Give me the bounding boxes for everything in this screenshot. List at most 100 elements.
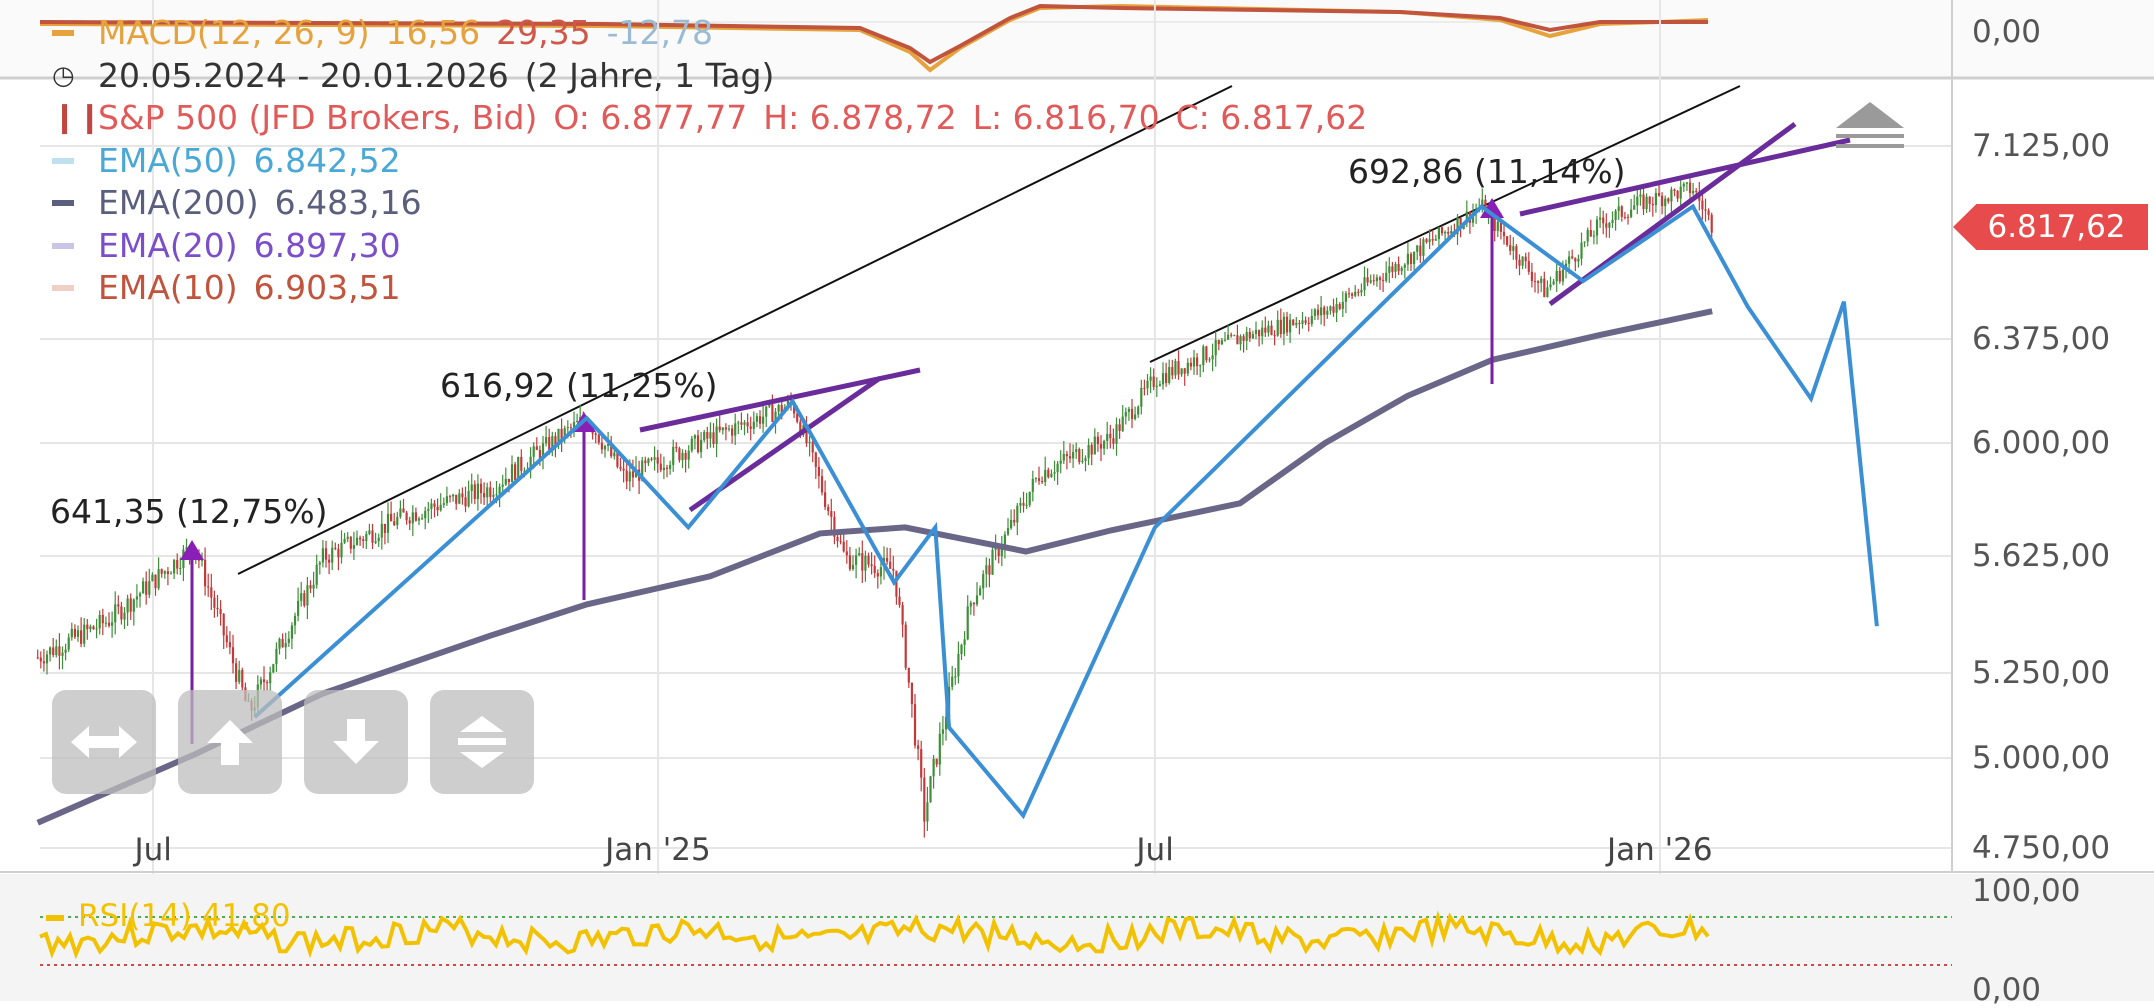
candle-body	[1081, 460, 1084, 462]
candle-body	[393, 521, 396, 526]
candle-body	[523, 470, 526, 472]
candle-body	[1530, 271, 1534, 281]
candle-body	[433, 503, 436, 507]
candle-body	[1332, 306, 1335, 313]
candle-body	[424, 510, 427, 519]
candle-body	[1158, 384, 1162, 386]
ema10-legend: EMA(10) 6.903,51	[52, 267, 1383, 310]
candle-body	[123, 612, 126, 620]
expand-vertical-icon	[458, 716, 506, 768]
candle-body	[1577, 258, 1580, 262]
candle-body	[1347, 293, 1351, 295]
candle-body	[1434, 239, 1437, 241]
candle-body	[861, 553, 864, 571]
candle-body	[1586, 230, 1589, 242]
candle-body	[498, 486, 501, 495]
candle-body	[836, 536, 839, 542]
candle-body	[1072, 451, 1075, 459]
candle-body	[1065, 453, 1069, 457]
candle-body	[1397, 263, 1400, 272]
candle-body	[321, 548, 325, 563]
candle-body	[985, 565, 988, 575]
candle-body	[873, 565, 876, 573]
candle-body	[631, 471, 635, 478]
candle-body	[650, 458, 653, 460]
candle-body	[1363, 277, 1366, 291]
candle-body	[1425, 239, 1428, 243]
candle-body	[1316, 309, 1320, 316]
candle-body	[312, 584, 315, 589]
candle-body	[1574, 258, 1577, 262]
candle-body	[448, 496, 452, 498]
candle-body	[1016, 505, 1019, 523]
ema10-swatch	[52, 285, 74, 292]
candle-body	[991, 549, 994, 575]
candle-body	[954, 676, 957, 678]
candle-body	[724, 427, 728, 430]
candle-body	[1602, 217, 1605, 224]
candle-body	[1623, 216, 1627, 218]
y-tick-label: 5.250,00	[1972, 655, 2111, 691]
candle-body	[771, 404, 774, 422]
candle-body	[929, 776, 932, 803]
candle-body	[1651, 203, 1654, 206]
pan-horizontal-button[interactable]	[52, 690, 156, 794]
candle-body	[1118, 424, 1121, 431]
candle-body	[427, 508, 430, 511]
candle-body	[129, 598, 132, 612]
candle-body	[1053, 472, 1056, 474]
candle-body	[1000, 547, 1003, 557]
candle-body	[163, 571, 166, 574]
candle-body	[1106, 433, 1109, 441]
ema200-value: 6.483,16	[274, 183, 422, 222]
ema50-value: 6.842,52	[253, 140, 401, 180]
candle-body	[607, 443, 610, 446]
candle-body	[1115, 424, 1118, 444]
candle-body	[1422, 239, 1425, 256]
candle-body	[1006, 528, 1010, 535]
rsi-axis-100: 100,00	[1972, 873, 2081, 909]
candle-body	[1608, 223, 1611, 228]
candle-body	[1549, 284, 1552, 288]
candle-body	[1633, 205, 1636, 210]
candle-body	[1620, 206, 1623, 217]
candle-body	[665, 467, 669, 469]
candle-body	[1679, 186, 1682, 199]
candle-body	[876, 572, 879, 577]
candle-body	[765, 406, 768, 417]
candle-body	[411, 512, 414, 524]
candle-body	[1227, 334, 1230, 340]
scroll-down-button[interactable]	[304, 690, 408, 794]
candle-body	[507, 478, 511, 483]
candle-body	[938, 733, 941, 765]
candle-body	[1013, 519, 1016, 523]
scroll-up-button[interactable]	[178, 690, 282, 794]
candle-body	[1307, 322, 1310, 324]
candle-body	[1351, 293, 1354, 296]
candle-body	[80, 630, 83, 644]
fit-vertical-button[interactable]	[430, 690, 534, 794]
candle-body	[473, 484, 476, 499]
candle-body	[904, 624, 907, 668]
candle-body	[157, 569, 160, 589]
ema50-swatch	[52, 157, 74, 164]
candle-body	[241, 670, 244, 688]
candle-body	[343, 538, 346, 543]
open-value: O: 6.877,77	[553, 98, 748, 137]
candle-body	[1428, 239, 1431, 243]
candle-body	[467, 490, 470, 507]
candle-body	[1344, 293, 1348, 302]
candle-body	[808, 441, 811, 444]
candle-body	[1509, 244, 1512, 251]
annotation-rise-1: 641,35 (12,75%)	[50, 492, 328, 531]
scroll-top-icon[interactable]	[1836, 102, 1904, 148]
candle-body	[647, 458, 650, 464]
candle-body	[1264, 327, 1267, 333]
candle-body	[101, 614, 104, 624]
candle-body	[334, 547, 337, 549]
candle-body	[514, 464, 517, 480]
candle-body	[1289, 319, 1292, 333]
candle-body	[476, 483, 480, 499]
candle-body	[839, 541, 842, 543]
candle-body	[1537, 281, 1540, 283]
